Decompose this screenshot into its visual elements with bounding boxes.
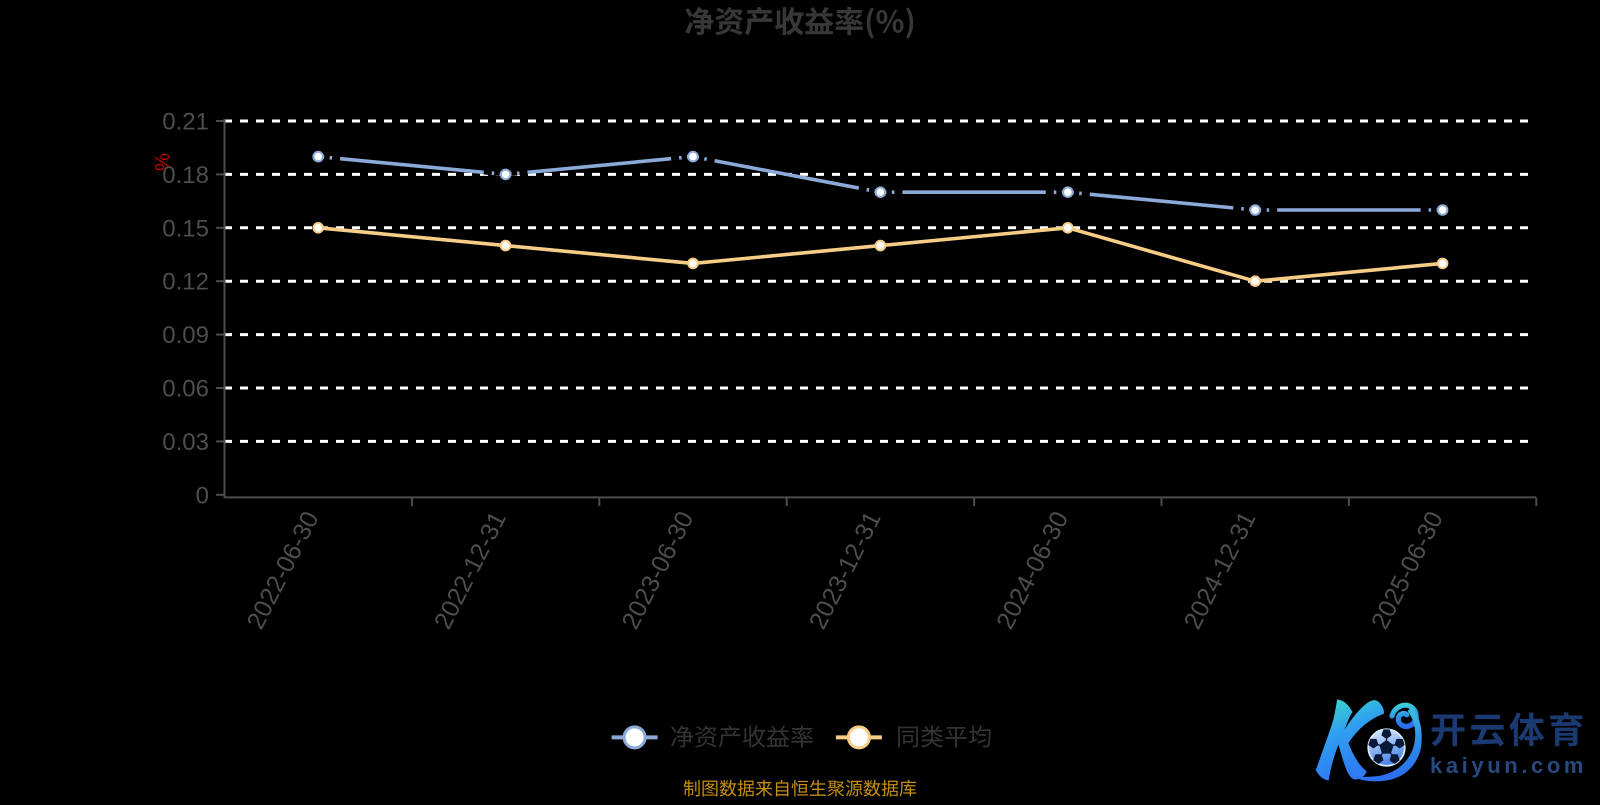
svg-text:0.21: 0.21	[162, 109, 209, 136]
svg-text:kaiyun.com: kaiyun.com	[1430, 753, 1587, 778]
svg-text:0.06: 0.06	[162, 376, 209, 403]
svg-text:%: %	[150, 153, 172, 171]
svg-text:0.03: 0.03	[162, 429, 209, 456]
svg-text:0: 0	[196, 482, 209, 509]
svg-text:0.12: 0.12	[162, 269, 209, 296]
svg-text:0.09: 0.09	[162, 322, 209, 349]
svg-text:0.15: 0.15	[162, 215, 209, 242]
